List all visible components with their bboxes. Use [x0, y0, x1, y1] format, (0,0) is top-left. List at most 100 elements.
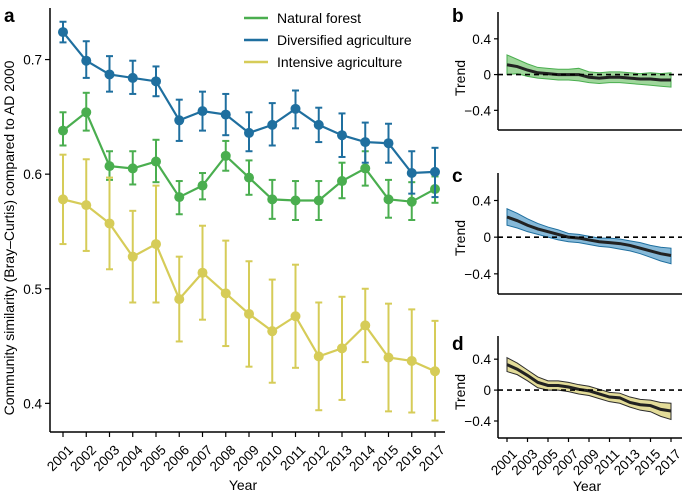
- panel-c-confidence-band: [506, 207, 672, 265]
- data-point: [267, 119, 278, 130]
- panel-a-x-tick-label: 2006: [160, 442, 192, 474]
- data-point: [313, 119, 324, 130]
- panel-c-y-tick-label: −0.4: [464, 267, 491, 282]
- panel-d-xlabel: Year: [573, 478, 602, 494]
- data-point: [127, 251, 138, 262]
- data-point: [244, 308, 254, 319]
- panel-a-x-tick-label: 2013: [323, 442, 355, 474]
- panel-a-y-tick-label: 0.6: [23, 167, 42, 182]
- panel-a-x-tick-label: 2012: [300, 442, 332, 474]
- panel-a-xlabel: Year: [229, 477, 258, 493]
- data-point: [383, 194, 394, 205]
- panel-a-y-tick-label: 0.7: [23, 53, 42, 68]
- data-point: [81, 107, 92, 118]
- panel-d-confidence-band: [506, 356, 672, 421]
- data-point: [104, 218, 115, 229]
- data-point: [197, 267, 208, 278]
- data-point: [220, 150, 231, 161]
- data-point: [104, 69, 115, 80]
- panel-a: a Community similarity (Bray–Curtis) com…: [1, 6, 448, 493]
- panel-c-letter: c: [452, 166, 463, 187]
- panel-a-x-tick-label: 2010: [253, 442, 285, 474]
- data-point: [220, 109, 231, 120]
- data-point: [430, 166, 440, 177]
- data-point: [174, 294, 185, 305]
- panel-d-ylabel: Trend: [452, 374, 468, 410]
- panel-a-x-tick-label: 2015: [370, 442, 402, 474]
- panel-b-trend-line: [506, 63, 671, 82]
- data-point: [290, 195, 301, 206]
- data-point: [244, 127, 254, 138]
- data-point: [58, 27, 68, 38]
- data-point: [337, 343, 347, 354]
- panel-d-y-tick-label: −0.4: [464, 414, 491, 429]
- panel-a-x-tick-label: 2001: [44, 442, 76, 474]
- data-point: [290, 103, 301, 114]
- panel-b-ylabel: Trend: [452, 60, 468, 96]
- data-point: [406, 355, 417, 366]
- data-point: [81, 200, 92, 211]
- data-point: [406, 168, 417, 179]
- legend-label: Natural forest: [277, 10, 361, 26]
- panel-c-y-tick-label: 0.4: [472, 194, 491, 209]
- data-point: [58, 194, 68, 205]
- panel-b-letter: b: [452, 6, 464, 27]
- data-point: [244, 172, 254, 183]
- data-point: [313, 195, 324, 206]
- panel-a-x-tick-label: 2007: [184, 442, 216, 474]
- panel-a-x-tick-label: 2017: [416, 442, 448, 474]
- legend-label: Intensive agriculture: [277, 54, 403, 70]
- data-point: [383, 138, 394, 149]
- panel-a-x-tick-label: 2016: [393, 442, 425, 474]
- data-point: [174, 115, 185, 126]
- panel-b-y-tick-label: 0.4: [472, 32, 491, 47]
- panel-a-x-tick-label: 2009: [230, 442, 262, 474]
- data-point: [337, 130, 347, 141]
- data-point: [430, 366, 440, 377]
- panel-d-letter: d: [452, 334, 464, 355]
- data-point: [81, 55, 92, 66]
- panel-d: d Trend Year −0.400.42001200320052007200…: [452, 334, 684, 494]
- panel-b-y-tick-label: 0: [483, 68, 491, 83]
- legend-label: Diversified agriculture: [277, 32, 412, 48]
- panel-a-y-tick-label: 0.4: [23, 396, 42, 411]
- panel-c-trend-line: [506, 215, 672, 257]
- data-point: [104, 161, 115, 172]
- series-diversified-agriculture: [58, 20, 440, 199]
- data-point: [267, 194, 278, 205]
- data-point: [360, 163, 371, 174]
- data-point: [337, 176, 347, 187]
- series-intensive-agriculture: [58, 153, 440, 422]
- data-point: [360, 320, 371, 331]
- panel-a-x-tick-label: 2005: [137, 442, 169, 474]
- panel-a-x-tick-label: 2008: [207, 442, 239, 474]
- panel-d-y-tick-label: 0: [483, 383, 491, 398]
- data-point: [151, 239, 161, 250]
- data-point: [383, 352, 394, 363]
- data-point: [58, 125, 68, 136]
- panel-b: b Trend −0.4 0 0.4: [452, 6, 682, 131]
- data-point: [267, 326, 278, 337]
- data-point: [360, 137, 371, 148]
- panel-a-ylabel: Community similarity (Bray–Curtis) compa…: [1, 60, 17, 415]
- data-point: [406, 196, 417, 207]
- data-point: [127, 163, 138, 174]
- data-point: [313, 351, 324, 362]
- panel-d-y-tick-label: 0.4: [472, 352, 491, 367]
- panel-c: c Trend −0.4 0 0.4: [452, 166, 682, 295]
- panel-a-letter: a: [4, 6, 15, 27]
- panel-c-ylabel: Trend: [452, 220, 468, 256]
- data-point: [197, 106, 208, 117]
- panel-b-y-tick-label: −0.4: [464, 103, 491, 118]
- panel-a-y-tick-label: 0.5: [23, 282, 42, 297]
- panel-a-x-tick-label: 2002: [67, 442, 99, 474]
- data-point: [151, 76, 161, 87]
- panel-c-y-tick-label: 0: [483, 230, 491, 245]
- data-point: [127, 72, 138, 83]
- legend: Natural forest Diversified agriculture Int…: [244, 10, 412, 70]
- data-point: [151, 156, 161, 167]
- data-point: [290, 311, 301, 322]
- panel-a-x-tick-label: 2003: [91, 442, 123, 474]
- data-point: [174, 192, 185, 203]
